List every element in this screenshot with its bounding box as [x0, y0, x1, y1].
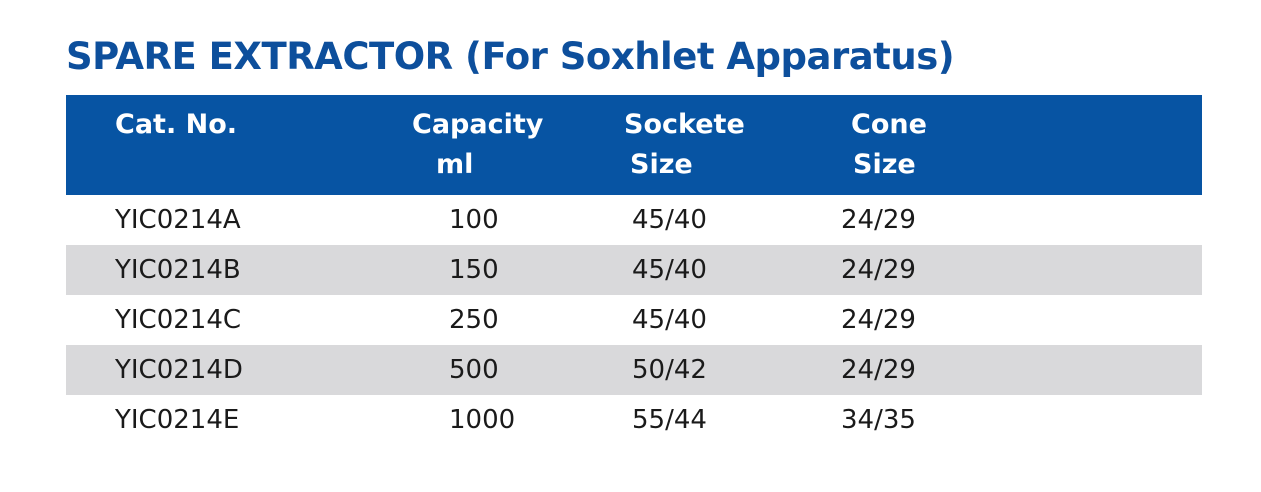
page-title: SPARE EXTRACTOR (For Soxhlet Apparatus) [66, 35, 955, 78]
header-capacity-line1: Capacity [412, 109, 544, 140]
table-row: YIC0214E 1000 55/44 34/35 [66, 395, 1202, 445]
cell-cone-size: 24/29 [841, 205, 916, 235]
header-capacity: Capacity ml [366, 95, 576, 195]
header-socket-line1: Sockete [624, 109, 745, 140]
cell-cone-size: 24/29 [841, 355, 916, 385]
table-row: YIC0214B 150 45/40 24/29 [66, 245, 1202, 295]
cell-cat-no: YIC0214E [115, 405, 240, 435]
cell-cone-size: 24/29 [841, 255, 916, 285]
cell-socket-size: 50/42 [632, 355, 707, 385]
header-capacity-line2: ml [436, 149, 474, 180]
header-cone-size: Cone Size [806, 95, 1202, 195]
cell-socket-size: 55/44 [632, 405, 707, 435]
header-cone-line2: Size [853, 149, 916, 180]
table-header: Cat. No. Capacity ml Sockete Size Cone S… [66, 95, 1202, 195]
header-cone-line1: Cone [851, 109, 927, 140]
cell-cone-size: 24/29 [841, 305, 916, 335]
spec-table-container: Cat. No. Capacity ml Sockete Size Cone S… [66, 95, 1202, 445]
cell-socket-size: 45/40 [632, 205, 707, 235]
table-row: YIC0214A 100 45/40 24/29 [66, 195, 1202, 245]
table-body: YIC0214A 100 45/40 24/29 YIC0214B 150 45… [66, 195, 1202, 445]
table-row: YIC0214C 250 45/40 24/29 [66, 295, 1202, 345]
header-socket-line2: Size [630, 149, 693, 180]
cell-cat-no: YIC0214B [115, 255, 241, 285]
cell-capacity: 1000 [449, 405, 516, 435]
header-socket-size: Sockete Size [576, 95, 806, 195]
cell-cat-no: YIC0214A [115, 205, 241, 235]
cell-cat-no: YIC0214D [115, 355, 243, 385]
cell-capacity: 150 [449, 255, 499, 285]
cell-cat-no: YIC0214C [115, 305, 242, 335]
cell-socket-size: 45/40 [632, 255, 707, 285]
spec-table: Cat. No. Capacity ml Sockete Size Cone S… [66, 95, 1202, 445]
cell-cone-size: 34/35 [841, 405, 916, 435]
cell-capacity: 250 [449, 305, 499, 335]
cell-capacity: 500 [449, 355, 499, 385]
cell-socket-size: 45/40 [632, 305, 707, 335]
header-cat-no-line1: Cat. No. [115, 109, 238, 140]
table-row: YIC0214D 500 50/42 24/29 [66, 345, 1202, 395]
header-cat-no: Cat. No. [66, 95, 366, 195]
header-row: Cat. No. Capacity ml Sockete Size Cone S… [66, 95, 1202, 195]
cell-capacity: 100 [449, 205, 499, 235]
